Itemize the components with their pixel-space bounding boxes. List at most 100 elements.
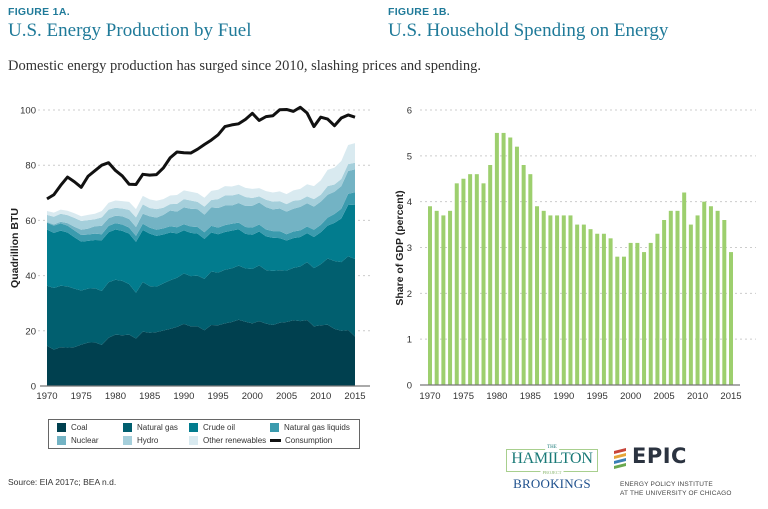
area-nuclear	[47, 169, 355, 236]
bar	[595, 233, 600, 385]
bar	[648, 242, 653, 385]
legend-label: Nuclear	[71, 436, 99, 445]
x-tick-label: 2005	[276, 391, 297, 402]
legend-swatch	[123, 436, 132, 445]
bar	[528, 174, 533, 385]
bar	[481, 183, 486, 385]
household-spending-chart: 0 1 2 3 4 5 6 1970 1975 1980 1985 1990 1995 2000 2005…	[394, 106, 756, 402]
bar	[501, 132, 506, 385]
bar	[468, 174, 473, 385]
y-axis-label: Share of GDP (percent)	[394, 190, 406, 305]
x-tick-label: 2015	[720, 391, 741, 402]
bar	[454, 183, 459, 385]
y-axis-label: Quadrillion BTU	[9, 208, 21, 288]
x-tick-label: 2005	[654, 391, 675, 402]
bar	[494, 132, 499, 385]
x-tick-label: 1980	[486, 391, 507, 402]
bar	[441, 215, 446, 385]
legend-swatch	[270, 423, 279, 432]
legend-item-crude-oil: Crude oil	[189, 423, 235, 432]
legend-item-consumption: Consumption	[270, 436, 332, 445]
y-tick-label: 5	[407, 151, 412, 162]
bar	[621, 256, 626, 385]
y-tick-label: 80	[25, 161, 36, 172]
y-tick-label: 4	[407, 197, 412, 208]
y-tick-label: 3	[407, 243, 412, 254]
area-crude-oil	[47, 204, 355, 293]
epic-mark-icon	[614, 448, 626, 469]
bar	[628, 242, 633, 385]
area-other-renewables	[47, 143, 355, 221]
legend-swatch	[57, 423, 66, 432]
figure-b-title: U.S. Household Spending on Energy	[388, 20, 669, 41]
x-tick-label: 1990	[553, 391, 574, 402]
legend-label: Natural gas liquids	[284, 423, 350, 432]
bar	[514, 146, 519, 385]
bar	[474, 174, 479, 385]
bar	[428, 206, 432, 385]
x-tick-label: 1970	[36, 391, 57, 402]
legend-item-other-renewables: Other renewables	[189, 436, 266, 445]
bar	[521, 165, 526, 385]
area-natural-gas	[47, 256, 355, 350]
x-tick-label: 1970	[419, 391, 440, 402]
bar	[548, 215, 553, 385]
bar	[575, 224, 580, 385]
bar	[615, 256, 620, 385]
bar	[635, 242, 640, 385]
subtitle: Domestic energy production has surged si…	[8, 58, 482, 74]
bar	[729, 252, 733, 385]
y-tick-label: 60	[25, 216, 36, 227]
x-tick-label: 2000	[242, 391, 263, 402]
y-tick-label: 40	[25, 271, 36, 282]
hamilton-name: HAMILTON	[511, 450, 593, 467]
x-tick-label: 1985	[520, 391, 541, 402]
bar	[588, 229, 593, 385]
chart-legend: Coal Natural gas Crude oil Natural gas l…	[48, 419, 360, 449]
x-tick-label: 1975	[71, 391, 92, 402]
legend-label: Crude oil	[203, 423, 236, 432]
bar	[695, 215, 700, 385]
x-tick-label: 1995	[587, 391, 608, 402]
y-tick-label: 20	[25, 326, 36, 337]
x-tick-label: 2000	[620, 391, 641, 402]
legend-item-coal: Coal	[57, 423, 87, 432]
bar	[702, 201, 707, 385]
legend-item-nuclear: Nuclear	[57, 436, 99, 445]
bar	[568, 215, 573, 385]
figure-a-title: U.S. Energy Production by Fuel	[8, 20, 252, 41]
hamilton-brookings-logo: THE HAMILTON PROJECT BROOKINGS	[506, 445, 598, 492]
x-tick-label: 1995	[208, 391, 229, 402]
bar	[688, 224, 693, 385]
bar	[668, 210, 673, 385]
area-natural-gas-liquids	[47, 192, 355, 242]
bar	[715, 210, 720, 385]
x-tick-label: 1980	[105, 391, 126, 402]
legend-swatch	[189, 436, 198, 445]
x-tick-label: 2015	[344, 391, 365, 402]
consumption-line	[46, 105, 356, 201]
hamilton-project-logo: THE HAMILTON PROJECT	[506, 445, 598, 475]
epic-wordmark: EPIC	[632, 444, 687, 468]
x-tick-label: 1975	[453, 391, 474, 402]
legend-label: Other renewables	[203, 436, 267, 445]
legend-item-natural-gas-liquids: Natural gas liquids	[270, 423, 350, 432]
bar	[675, 210, 680, 385]
legend-swatch	[189, 423, 198, 432]
area-hydro	[47, 162, 355, 230]
bar	[682, 192, 687, 385]
legend-label: Hydro	[137, 436, 159, 445]
bar	[508, 137, 513, 385]
hamilton-project: PROJECT	[540, 470, 564, 475]
bar	[541, 210, 546, 385]
bar	[601, 233, 606, 385]
legend-label: Natural gas	[137, 423, 178, 432]
bar	[461, 178, 466, 385]
legend-swatch	[123, 423, 132, 432]
y-tick-label: 100	[20, 106, 36, 117]
hamilton-the: THE	[545, 445, 559, 450]
bar	[448, 210, 453, 385]
epic-subtitle-line1: ENERGY POLICY INSTITUTE	[620, 481, 713, 488]
energy-production-chart: 0 20 40 60 80 100 1970 1975 1980 1985 1990 1995 200…	[9, 105, 370, 402]
bar	[434, 210, 439, 385]
